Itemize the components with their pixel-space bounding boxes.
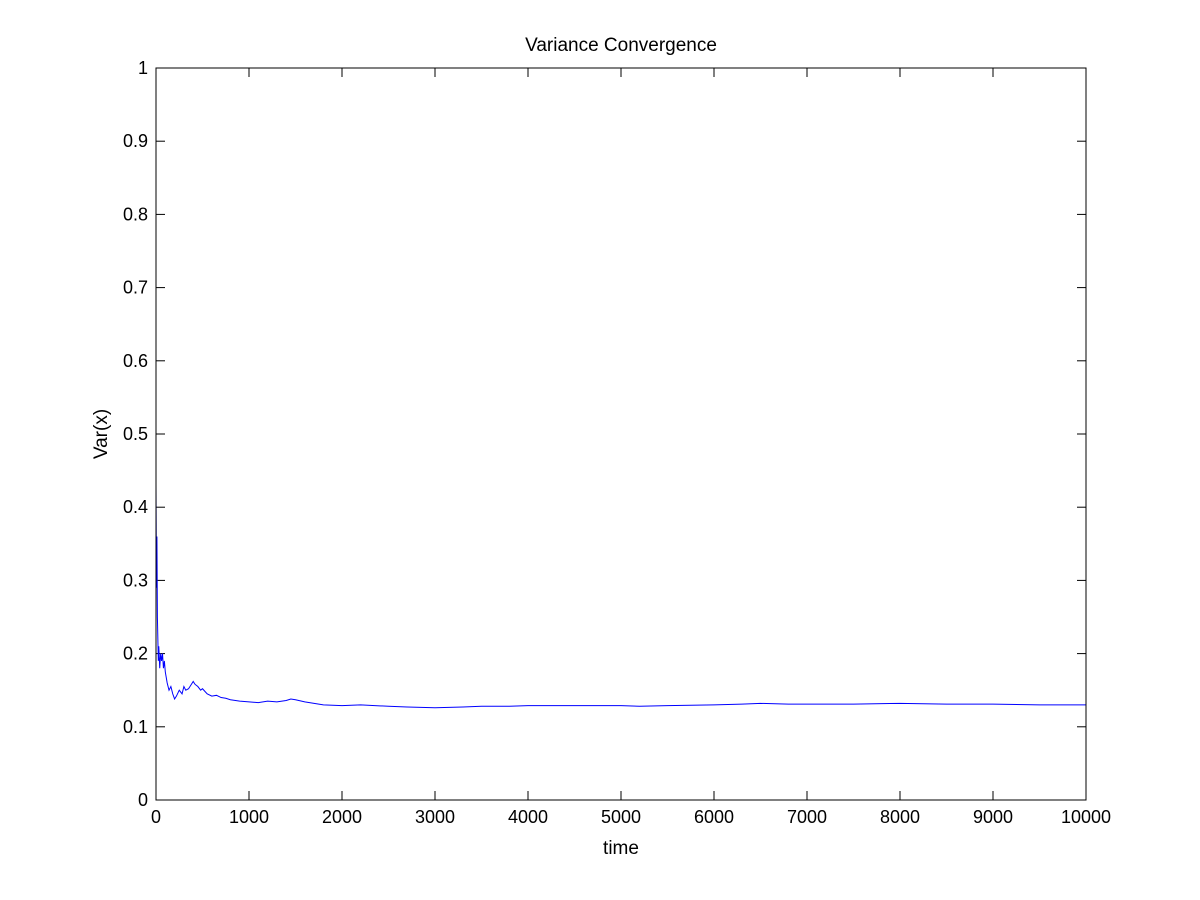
- y-tick-label: 0.9: [123, 131, 148, 151]
- y-tick-label: 0.8: [123, 204, 148, 224]
- plot-area: [156, 68, 1086, 800]
- y-tick-label: 0.2: [123, 644, 148, 664]
- y-tick-label: 0.5: [123, 424, 148, 444]
- tick-labels-layer: 0 1000 2000 3000 4000 5000 6000 7000 8000 9000 100…: [123, 58, 1111, 827]
- y-tick-label: 1: [138, 58, 148, 78]
- x-tick-label: 6000: [694, 807, 734, 827]
- x-tick-label: 1000: [229, 807, 269, 827]
- y-axis-label: Var(x): [91, 409, 112, 459]
- y-tick-label: 0.1: [123, 717, 148, 737]
- y-tick-label: 0.4: [123, 497, 148, 517]
- x-tick-label: 3000: [415, 807, 455, 827]
- y-tick-label: 0.3: [123, 570, 148, 590]
- x-axis-label: time: [603, 838, 639, 859]
- x-tick-label: 0: [151, 807, 161, 827]
- plot-frame: [155, 67, 1087, 801]
- x-tick-label: 2000: [322, 807, 362, 827]
- y-tick-label: 0: [138, 790, 148, 810]
- x-tick-label: 8000: [880, 807, 920, 827]
- series-line: [155, 485, 1086, 709]
- x-tick-label: 10000: [1061, 807, 1111, 827]
- x-tick-label: 4000: [508, 807, 548, 827]
- x-tick-label: 5000: [601, 807, 641, 827]
- x-tick-label: 7000: [787, 807, 827, 827]
- chart-title: Variance Convergence: [525, 35, 717, 56]
- y-tick-label: 0.6: [123, 351, 148, 371]
- x-tick-label: 9000: [973, 807, 1013, 827]
- y-tick-label: 0.7: [123, 278, 148, 298]
